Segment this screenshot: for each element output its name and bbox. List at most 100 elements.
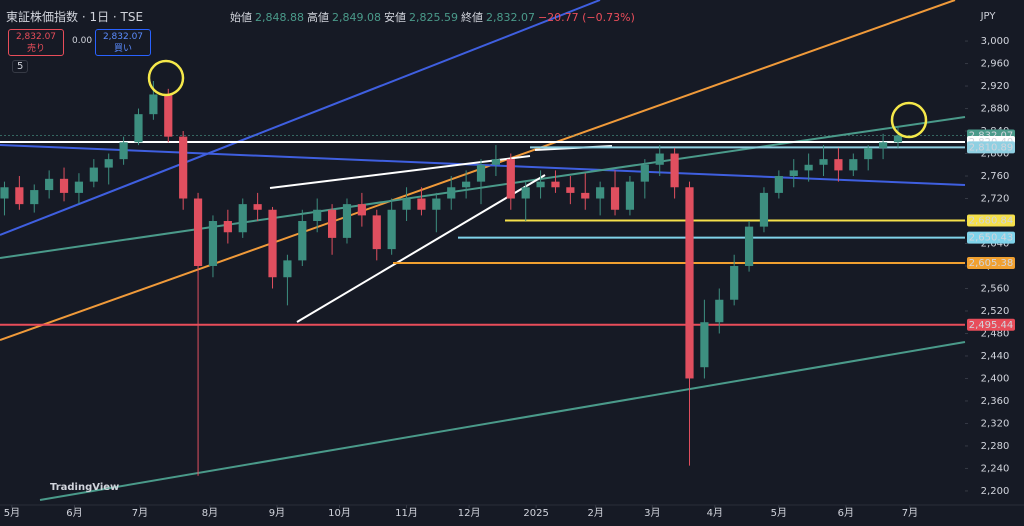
y-tick-label: 2,400 bbox=[981, 373, 1010, 384]
y-tick-label: 2,880 bbox=[981, 104, 1010, 115]
candle-body bbox=[119, 142, 128, 160]
x-tick-label: 5月 bbox=[771, 507, 787, 519]
currency[interactable]: JPY bbox=[980, 11, 997, 22]
candle-body bbox=[476, 164, 486, 182]
candle-body bbox=[849, 159, 858, 171]
y-tick-label: 2,760 bbox=[981, 171, 1010, 182]
candle-body bbox=[104, 159, 113, 168]
candle-body bbox=[298, 221, 307, 261]
candle-body bbox=[521, 187, 530, 199]
price-label: 2,650.43 bbox=[969, 233, 1014, 244]
candle-body bbox=[357, 204, 366, 216]
candle-body bbox=[387, 209, 396, 250]
y-tick-label: 2,800 bbox=[981, 149, 1010, 160]
candle-body bbox=[491, 159, 500, 165]
candle-body bbox=[268, 209, 277, 278]
candle-body bbox=[372, 215, 381, 250]
ohlc-label: 高値 bbox=[306, 11, 329, 24]
candle-body bbox=[149, 94, 158, 115]
candle-body bbox=[596, 187, 605, 199]
candle-body bbox=[223, 221, 232, 233]
y-tick-label: 2,280 bbox=[981, 441, 1010, 452]
candle-body bbox=[819, 159, 828, 165]
buy-price: 2,832.07 bbox=[102, 32, 144, 42]
candle-body bbox=[715, 299, 724, 323]
candle-body bbox=[179, 136, 188, 199]
candle-body bbox=[30, 190, 39, 205]
candle-body bbox=[759, 192, 769, 227]
candle-body bbox=[74, 181, 84, 193]
candle-body bbox=[670, 153, 679, 188]
candle-body bbox=[164, 94, 173, 137]
buy-label: 買い bbox=[113, 44, 132, 54]
ohlc-value: 2,825.59 bbox=[408, 11, 458, 24]
candle-body bbox=[283, 260, 292, 278]
candle-body bbox=[313, 209, 322, 222]
candle-body bbox=[610, 187, 620, 210]
price-label-bg bbox=[967, 256, 1015, 269]
candle-body bbox=[447, 187, 456, 199]
ohlc-label: 始値 bbox=[230, 11, 252, 24]
price-label: 2,680.84 bbox=[969, 216, 1014, 227]
candle-body bbox=[566, 187, 575, 193]
price-label-bg bbox=[967, 214, 1015, 227]
x-tick-label: 9月 bbox=[269, 507, 285, 519]
ohlc-value: 2,832.07 bbox=[485, 11, 535, 24]
candle-body bbox=[640, 164, 649, 182]
candle-body bbox=[15, 187, 24, 205]
y-tick-label: 3,000 bbox=[981, 36, 1010, 47]
y-tick-label: 2,240 bbox=[981, 463, 1010, 474]
x-tick-label: 7月 bbox=[902, 507, 918, 519]
indicator-count[interactable]: 5 bbox=[12, 60, 29, 73]
candle-body bbox=[625, 181, 635, 210]
y-tick-label: 2,960 bbox=[981, 59, 1010, 70]
x-tick-label: 5月 bbox=[4, 507, 20, 519]
candle-body bbox=[834, 159, 843, 171]
x-tick-label: 12月 bbox=[458, 507, 481, 519]
x-tick-label: 7月 bbox=[132, 507, 148, 519]
trendline bbox=[296, 174, 546, 323]
price-label: 2,832.07 bbox=[969, 130, 1014, 141]
y-tick-label: 2,200 bbox=[981, 486, 1010, 497]
candle-body bbox=[700, 322, 709, 368]
buy-button[interactable]: 2,832.07 買い bbox=[95, 29, 151, 56]
candle-body bbox=[744, 226, 754, 266]
highlight-circle bbox=[147, 59, 185, 97]
candle-body bbox=[432, 198, 441, 210]
candle-body bbox=[655, 153, 664, 165]
spread: 0.00 bbox=[72, 36, 93, 46]
candle-body bbox=[893, 135, 903, 143]
candle-body bbox=[193, 198, 203, 266]
candle-body bbox=[774, 176, 783, 193]
price-label-bg bbox=[967, 318, 1015, 331]
candle-body bbox=[789, 170, 798, 177]
candle-body bbox=[342, 204, 352, 238]
y-tick-label: 2,320 bbox=[981, 418, 1010, 429]
x-tick-label: 2025 bbox=[523, 508, 548, 519]
price-label: 2,605.38 bbox=[969, 258, 1014, 269]
price-label-bg bbox=[967, 231, 1015, 244]
candle-body bbox=[417, 198, 426, 210]
sell-button[interactable]: 2,832.07 売り bbox=[8, 29, 64, 56]
y-tick-label: 2,920 bbox=[981, 81, 1010, 92]
x-tick-label: 4月 bbox=[707, 507, 723, 519]
price-label: 2,810.89 bbox=[969, 142, 1014, 153]
candle-body bbox=[327, 209, 337, 238]
candle-body bbox=[804, 164, 813, 171]
ohlc-label: 終値 bbox=[460, 11, 483, 24]
candle-body bbox=[536, 181, 545, 188]
y-tick-label: 2,480 bbox=[981, 328, 1010, 339]
y-tick-label: 2,440 bbox=[981, 351, 1010, 362]
x-tick-label: 11月 bbox=[395, 507, 418, 519]
candle-body bbox=[208, 221, 218, 266]
x-tick-label: 3月 bbox=[644, 507, 660, 519]
candle-body bbox=[685, 187, 694, 379]
symbol[interactable]: 東証株価指数 · 1日 · TSE bbox=[6, 10, 144, 24]
trendline bbox=[0, 0, 601, 236]
ohlc-label: 安値 bbox=[383, 11, 406, 24]
candle-body bbox=[551, 181, 560, 188]
ohlc-value: 2,848.88 bbox=[255, 11, 304, 24]
candle-body bbox=[59, 178, 69, 193]
